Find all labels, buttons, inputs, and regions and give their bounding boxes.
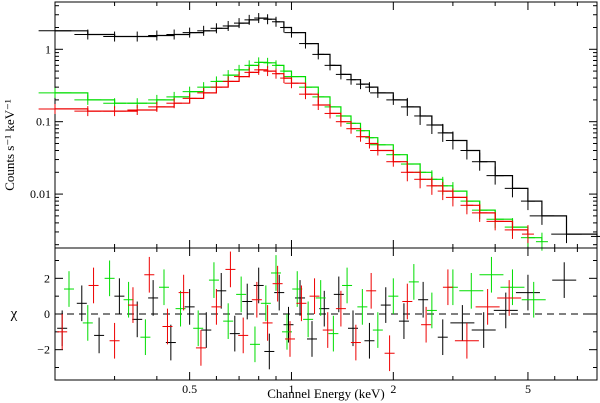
spectrum-plot-frame <box>54 1 598 249</box>
residuals-panel: 0.5 1 2 5 −2 0 2 χ Channel Energy (keV) <box>10 247 598 401</box>
x-tick-label: 1 <box>288 382 294 396</box>
y-tick-label: 0 <box>44 307 50 321</box>
y-tick-label: 1 <box>45 42 51 56</box>
y-tick-label: −2 <box>37 343 50 357</box>
y-tick-label: 2 <box>44 271 50 285</box>
residuals-axis-ticks: 0.5 1 2 5 −2 0 2 <box>37 248 598 396</box>
black-model-line <box>55 17 598 237</box>
x-tick-label: 2 <box>390 382 396 396</box>
green-model-line <box>55 61 543 242</box>
x-axis-label: Channel Energy (keV) <box>267 386 384 401</box>
spectrum-series <box>38 13 600 251</box>
y-tick-label: 0.1 <box>36 115 51 129</box>
y-tick-label: 0.01 <box>30 187 51 201</box>
red-model-line <box>55 69 529 235</box>
residuals-series <box>57 251 577 372</box>
spectrum-panel: 0.01 0.1 1 Counts s⁻¹ keV⁻¹ <box>2 1 600 251</box>
x-tick-label: 5 <box>525 382 531 396</box>
spectrum-y-axis-label: Counts s⁻¹ keV⁻¹ <box>2 99 17 191</box>
x-tick-label: 0.5 <box>182 382 197 396</box>
residuals-y-axis-label: χ <box>10 306 18 322</box>
